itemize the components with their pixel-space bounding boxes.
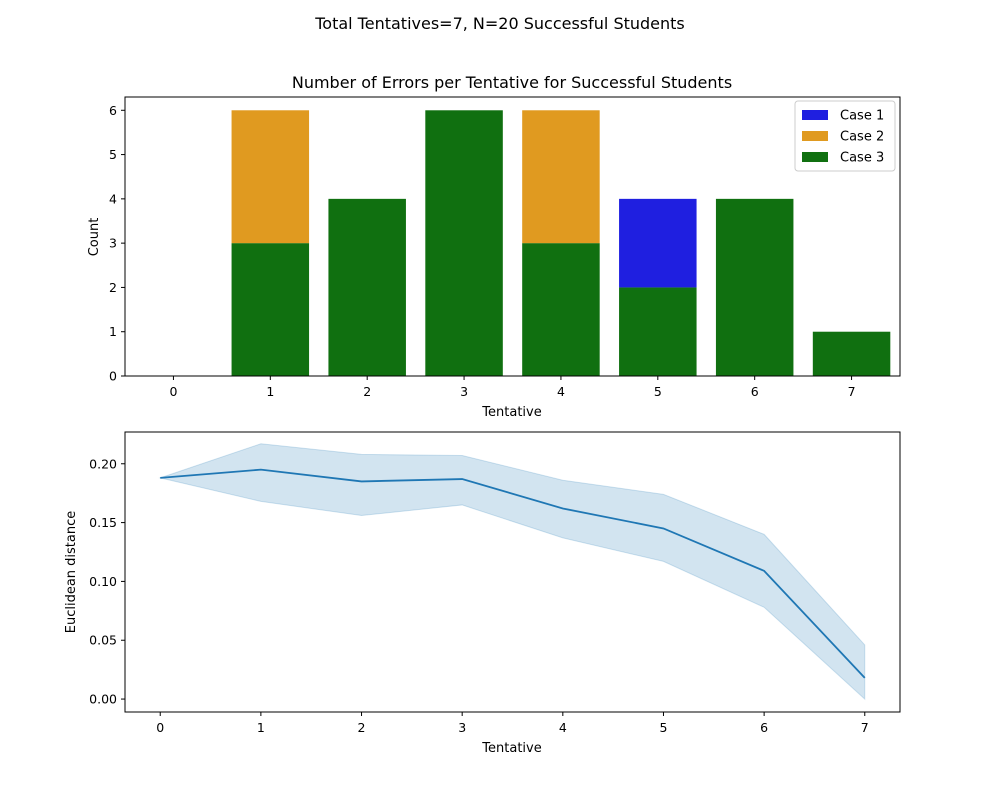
line-y-tick-label: 0.00 [89,692,117,707]
bar-marks [231,110,891,377]
line-x-axis-label: Tentative [481,741,541,756]
bar-chart: Number of Errors per Tentative for Succe… [87,73,901,420]
line-x-tick-label: 5 [659,720,667,735]
bar-y-tick-label: 3 [109,236,117,251]
bar-x-tick-label: 5 [654,384,662,399]
line-x-tick-label: 6 [760,720,768,735]
bar-y-axis: 0 1 2 3 4 5 6 [109,103,125,384]
bar-x-tick-label: 2 [363,384,371,399]
bar-x-tick-label: 3 [460,384,468,399]
bar-y-tick-label: 0 [109,369,117,384]
bar-x-axis: 0 1 2 3 4 5 6 7 [169,376,856,399]
bar-case-3-5 [619,287,697,376]
bar-x-tick-label: 4 [557,384,565,399]
line-marks [158,443,866,701]
line-x-tick-label: 7 [861,720,869,735]
bar-y-tick-label: 1 [109,324,117,339]
bar-case-3-1 [231,243,310,376]
bar-y-tick-label: 6 [109,103,117,118]
mean-line [160,468,866,679]
line-y-axis-label: Euclidean distance [64,511,79,634]
line-y-tick-label: 0.20 [89,456,117,471]
bar-x-tick-label: 7 [848,384,856,399]
line-x-tick-label: 0 [156,720,164,735]
bar-case-3-4 [522,243,600,376]
confidence-band [158,443,866,701]
legend-label: Case 3 [840,151,884,166]
bar-case-3-7 [812,331,891,376]
bar-x-tick-label: 6 [751,384,759,399]
line-chart-plot-area [124,431,901,713]
line-x-tick-label: 1 [257,720,265,735]
legend-swatch [802,131,828,141]
figure-suptitle: Total Tentatives=7, N=20 Successful Stud… [314,14,685,33]
bar-case-1-5 [619,198,697,288]
bar-y-tick-label: 2 [109,280,117,295]
bar-x-tick-label: 0 [169,384,177,399]
bar-case-2-4 [522,110,600,244]
bar-case-3-6 [715,198,794,376]
legend-label: Case 2 [840,130,884,145]
bar-case-3-2 [328,198,406,376]
bar-x-axis-label: Tentative [481,405,541,420]
line-y-axis: 0.00 0.05 0.10 0.15 0.20 [89,456,125,707]
legend-swatch [802,110,828,120]
legend-label: Case 1 [840,109,884,124]
bar-chart-title: Number of Errors per Tentative for Succe… [292,73,732,92]
legend-swatch [802,152,828,162]
line-y-tick-label: 0.15 [89,515,117,530]
line-x-tick-label: 2 [358,720,366,735]
bar-case-3-3 [425,110,503,377]
line-y-tick-label: 0.05 [89,633,117,648]
line-x-axis: 0 1 2 3 4 5 6 7 [156,712,869,735]
bar-x-tick-label: 1 [266,384,274,399]
bar-y-axis-label: Count [87,218,102,257]
bar-legend: Case 1 Case 2 Case 3 [794,100,896,172]
bar-y-tick-label: 4 [109,191,117,206]
line-y-tick-label: 0.10 [89,574,117,589]
bar-y-tick-label: 5 [109,147,117,162]
line-x-tick-label: 4 [559,720,567,735]
bar-case-2-1 [231,110,310,244]
line-x-tick-label: 3 [458,720,466,735]
bar-chart-plot-area [124,96,901,377]
